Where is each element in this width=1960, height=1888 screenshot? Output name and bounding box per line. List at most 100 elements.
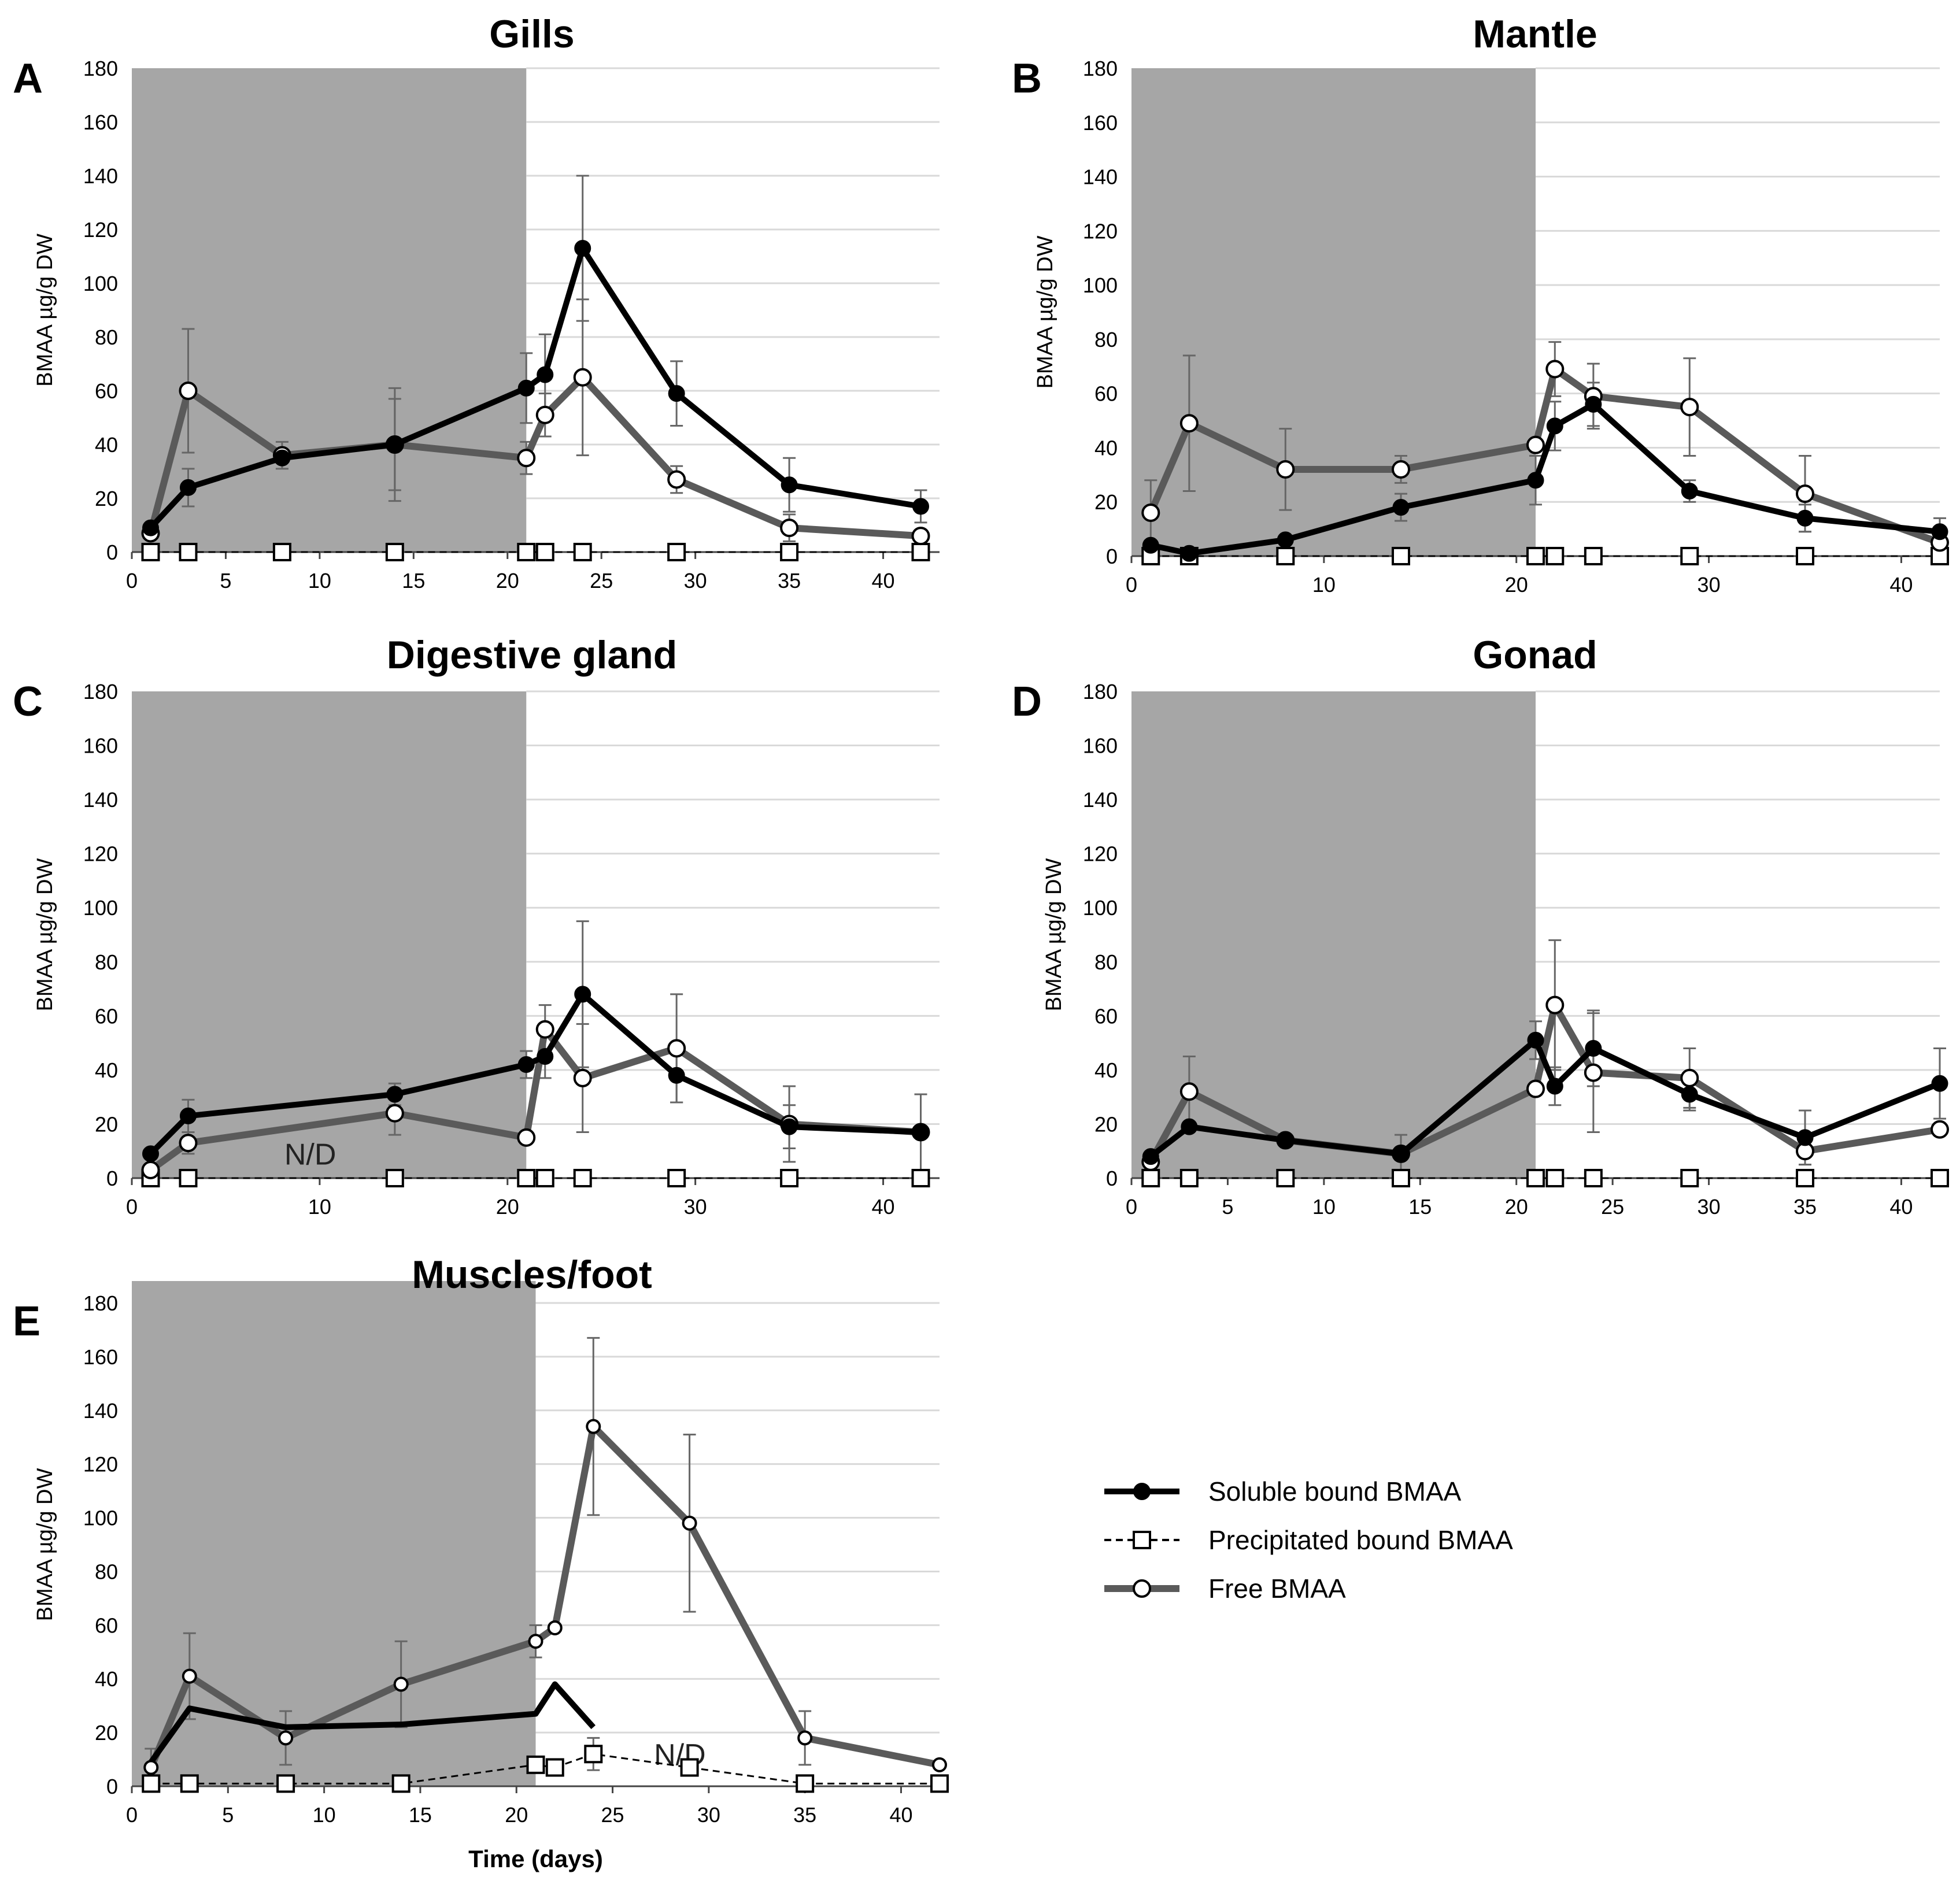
x-tick-label: 20 bbox=[496, 1195, 519, 1219]
data-point-precip bbox=[179, 543, 198, 561]
data-point-precip bbox=[180, 1774, 199, 1793]
data-point-precip bbox=[1276, 547, 1295, 565]
y-tick-label: 60 bbox=[1094, 1004, 1118, 1028]
x-tick-label: 20 bbox=[505, 1803, 528, 1827]
y-tick-label: 120 bbox=[83, 218, 118, 242]
data-point-soluble bbox=[1546, 1078, 1563, 1095]
data-point-precip bbox=[573, 543, 592, 561]
data-point-precip bbox=[526, 1755, 545, 1774]
data-point-free bbox=[1392, 460, 1410, 479]
panel-title: Digestive gland bbox=[387, 633, 678, 677]
data-point-soluble bbox=[912, 498, 930, 515]
x-tick-label: 15 bbox=[1408, 1195, 1432, 1219]
data-point-precip bbox=[385, 543, 404, 561]
data-point-free bbox=[535, 405, 554, 424]
data-point-precip bbox=[911, 1169, 930, 1187]
series-line-precip bbox=[151, 1753, 940, 1785]
x-tick-label: 25 bbox=[590, 569, 613, 593]
data-point-soluble bbox=[179, 1107, 197, 1124]
data-point-precip bbox=[1392, 1169, 1410, 1187]
x-tick-label: 20 bbox=[1505, 1195, 1528, 1219]
x-tick-label: 0 bbox=[1126, 573, 1137, 597]
data-point-soluble bbox=[574, 240, 591, 257]
legend-marker-free bbox=[1133, 1579, 1151, 1598]
data-point-precip bbox=[272, 543, 291, 561]
x-tick-label: 0 bbox=[126, 1803, 138, 1827]
y-tick-label: 140 bbox=[83, 1399, 118, 1423]
data-point-soluble bbox=[1392, 499, 1410, 516]
data-point-soluble bbox=[1931, 1075, 1948, 1092]
data-point-free bbox=[573, 368, 592, 387]
data-point-precip bbox=[796, 1774, 815, 1793]
data-point-precip bbox=[385, 1169, 404, 1187]
data-point-soluble bbox=[1142, 536, 1159, 554]
y-tick-label: 180 bbox=[83, 680, 118, 704]
data-point-free bbox=[535, 1020, 554, 1039]
series-line-free bbox=[147, 373, 921, 540]
data-point-soluble bbox=[668, 1067, 685, 1084]
y-tick-label: 100 bbox=[83, 1506, 118, 1530]
x-tick-label: 20 bbox=[496, 569, 519, 593]
data-point-precip bbox=[911, 543, 930, 561]
nd-annotation: N/D bbox=[284, 1138, 336, 1172]
y-axis-label: BMAA µg/g DW bbox=[33, 858, 57, 1012]
exposure-shade bbox=[1131, 68, 1536, 556]
data-point-precip bbox=[680, 1758, 699, 1777]
data-point-precip bbox=[1584, 547, 1603, 565]
y-tick-label: 180 bbox=[83, 57, 118, 80]
y-tick-label: 160 bbox=[1083, 734, 1118, 758]
data-point-precip bbox=[1796, 547, 1814, 565]
series-line-free bbox=[147, 1423, 941, 1769]
y-tick-label: 20 bbox=[95, 1721, 118, 1745]
legend-label-precip: Precipitated bound BMAA bbox=[1208, 1525, 1513, 1555]
data-point-free bbox=[278, 1730, 294, 1746]
data-point-soluble bbox=[1142, 1148, 1159, 1165]
data-point-precip bbox=[667, 543, 686, 561]
y-tick-label: 120 bbox=[1083, 842, 1118, 866]
y-axis-label: BMAA µg/g DW bbox=[1042, 858, 1066, 1012]
data-point-precip bbox=[1276, 1169, 1295, 1187]
data-point-free bbox=[911, 527, 930, 546]
data-point-free bbox=[528, 1634, 543, 1649]
data-point-soluble bbox=[1681, 1086, 1698, 1103]
data-point-free bbox=[1545, 995, 1565, 1015]
legend: Soluble bound BMAA Precipitated bound BM… bbox=[1104, 1476, 1513, 1604]
data-point-free bbox=[179, 382, 198, 400]
y-tick-label: 80 bbox=[95, 1560, 118, 1583]
y-tick-label: 40 bbox=[1094, 1058, 1118, 1082]
x-tick-label: 5 bbox=[1222, 1195, 1233, 1219]
data-point-soluble bbox=[1181, 545, 1198, 562]
data-point-precip bbox=[535, 543, 554, 561]
data-point-soluble bbox=[1277, 1132, 1294, 1149]
data-point-precip bbox=[1931, 1169, 1949, 1187]
x-tick-label: 0 bbox=[1126, 1195, 1137, 1219]
x-tick-label: 30 bbox=[1698, 573, 1721, 597]
data-point-free bbox=[932, 1757, 947, 1772]
y-tick-label: 100 bbox=[83, 896, 118, 920]
series-line-soluble bbox=[1150, 401, 1940, 557]
data-point-soluble bbox=[781, 1118, 798, 1135]
legend-label-soluble: Soluble bound BMAA bbox=[1208, 1476, 1462, 1506]
x-tick-label: 10 bbox=[313, 1803, 336, 1827]
y-tick-label: 80 bbox=[1094, 950, 1118, 974]
data-point-precip bbox=[535, 1169, 554, 1187]
x-tick-label: 40 bbox=[1889, 573, 1913, 597]
y-tick-label: 20 bbox=[1094, 1112, 1118, 1136]
x-tick-label: 25 bbox=[1601, 1195, 1624, 1219]
data-point-precip bbox=[517, 1169, 536, 1187]
exposure-shade bbox=[1131, 691, 1536, 1178]
y-tick-label: 120 bbox=[83, 842, 118, 866]
series-line-free bbox=[1147, 365, 1941, 546]
data-point-precip bbox=[1526, 1169, 1545, 1187]
y-tick-label: 180 bbox=[1083, 57, 1118, 80]
data-point-precip bbox=[517, 543, 536, 561]
data-point-precip bbox=[1584, 1169, 1603, 1187]
data-point-soluble bbox=[1796, 509, 1814, 527]
x-tick-label: 30 bbox=[684, 1195, 707, 1219]
data-point-free bbox=[1796, 484, 1814, 504]
data-point-soluble bbox=[574, 986, 591, 1003]
y-tick-label: 180 bbox=[83, 1291, 118, 1315]
y-tick-label: 80 bbox=[95, 325, 118, 349]
data-point-precip bbox=[142, 1774, 161, 1793]
y-tick-label: 80 bbox=[1094, 328, 1118, 351]
